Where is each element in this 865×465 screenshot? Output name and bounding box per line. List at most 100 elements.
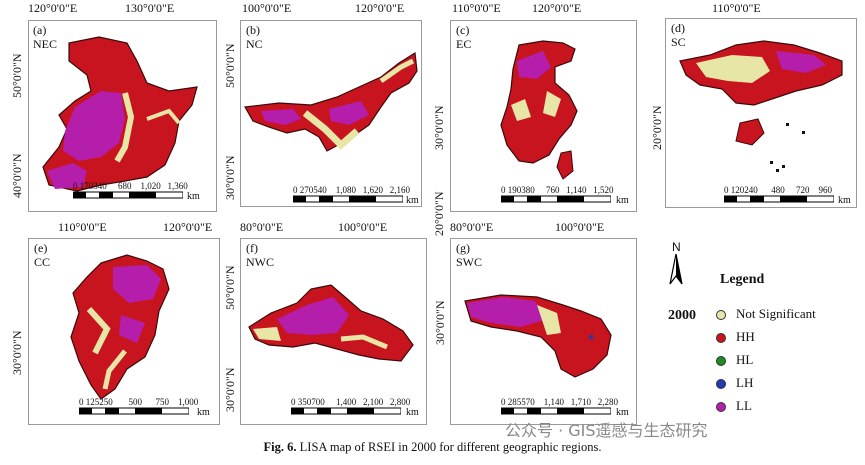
legend-item: HH (716, 329, 755, 345)
scale-tick: 0 (79, 397, 84, 407)
scale-tick: 750 (155, 397, 170, 407)
legend-title: Legend (720, 272, 765, 287)
scale-tick: 0 (724, 185, 729, 195)
lon-label-g1: 80°0'0"E (450, 220, 494, 234)
scale-tick: 1,710 (570, 397, 591, 407)
scale-tick: 480 (771, 185, 785, 195)
lat-label-a1: 50°0'0"N (10, 53, 24, 98)
scale-bar-nwc (291, 407, 401, 415)
scale-unit: km (406, 407, 419, 418)
scale-tick: 1,520 (593, 185, 614, 195)
lon-label-a2: 130°0'0"E (125, 1, 175, 15)
legend-label: HL (736, 352, 754, 367)
region-map-ec (500, 40, 578, 180)
region-map-nec (42, 36, 198, 192)
scale-tick: 1,140 (543, 397, 564, 407)
legend: N Legend 2000 Not Significant HH HL LH LL (660, 240, 860, 420)
scale-tick: 500 (128, 397, 143, 407)
lon-label-g2: 100°0'0"E (555, 220, 605, 234)
region-map-swc (464, 294, 612, 378)
scale-unit: km (197, 407, 210, 418)
legend-label: Not Significant (736, 306, 816, 321)
scale-tick: 960 (818, 185, 833, 195)
scale-tick: 190 (507, 185, 522, 195)
scale-tick: 0 (501, 397, 506, 407)
scale-tick: 170 (79, 181, 94, 191)
caption-label: Fig. 6. (263, 440, 297, 454)
panel-letter: (f) (246, 241, 258, 255)
scale-tick: 720 (796, 185, 810, 195)
legend-swatch-icon (716, 310, 726, 321)
region-name: SWC (456, 255, 483, 269)
map-panel-cc: (e) CC 0 125250 500 750 1,000 km (28, 238, 220, 425)
scale-tick: 680 (118, 181, 132, 191)
lat-label-c1: 30°0'0"N (432, 105, 446, 150)
scale-tick: 285 (507, 397, 522, 407)
legend-label: HH (736, 329, 755, 344)
scale-tick: 1,140 (566, 185, 587, 195)
region-map-nwc (248, 284, 414, 362)
map-panel-nc: (b) NC 0 270540 1,080 1,620 2,160 km (240, 20, 422, 207)
region-name: CC (34, 255, 51, 269)
region-name: NWC (246, 255, 274, 269)
scale-tick: 240 (744, 185, 758, 195)
scale-tick: 2,800 (390, 397, 411, 407)
scale-tick: 350 (297, 397, 312, 407)
lon-label-a1: 120°0'0"E (28, 1, 78, 15)
scale-tick: 760 (546, 185, 560, 195)
scale-unit: km (616, 407, 629, 418)
panel-letter: (e) (34, 241, 48, 255)
scale-tick: 1,000 (178, 397, 199, 407)
region-name: NEC (33, 37, 57, 51)
panel-letter: (d) (671, 21, 685, 35)
lon-label-f1: 80°0'0"E (240, 220, 284, 234)
region-name: NC (246, 37, 263, 51)
legend-item: Not Significant (716, 306, 816, 322)
lon-label-b2: 120°0'0"E (355, 1, 405, 15)
scale-tick: 1,360 (167, 181, 188, 191)
lon-label-f2: 100°0'0"E (338, 220, 388, 234)
scale-tick: 0 (291, 397, 296, 407)
scale-bar-sc (724, 195, 834, 203)
legend-swatch-icon (716, 356, 726, 367)
panel-letter: (g) (456, 241, 470, 255)
scale-tick: 540 (313, 185, 327, 195)
scale-bar-cc (79, 407, 189, 415)
lat-label-b2: 30°0'0"N (223, 155, 237, 200)
region-map-sc (679, 40, 843, 172)
scale-tick: 1,620 (362, 185, 383, 195)
watermark: 公众号 · GIS遥感与生态研究 (505, 421, 708, 440)
lat-label-g1: 30°0'0"N (433, 300, 447, 345)
legend-item: HL (716, 352, 753, 368)
scale-tick: 250 (99, 397, 113, 407)
scale-tick: 1,400 (336, 397, 357, 407)
scale-bar-ec (501, 195, 611, 203)
lat-label-d1: 20°0'0"N (650, 105, 664, 150)
map-panel-nwc: (f) NWC 0 350700 1,400 2,100 2,800 km (240, 238, 427, 425)
region-map-nc (244, 51, 418, 152)
map-panel-sc: (d) SC 0 120240 480 720 960 km (665, 18, 857, 208)
scale-tick: 125 (85, 397, 100, 407)
panel-letter: (a) (33, 23, 47, 37)
scale-tick: 2,280 (597, 397, 618, 407)
scale-tick: 0 (73, 181, 78, 191)
lon-label-b1: 100°0'0"E (242, 1, 292, 15)
lat-label-f2: 30°0'0"N (223, 367, 237, 412)
scale-tick: 1,020 (140, 181, 161, 191)
panel-letter: (c) (456, 23, 470, 37)
legend-year: 2000 (668, 308, 696, 323)
map-panel-ec: (c) EC 0 190380 760 1,140 1,520 km (450, 20, 637, 212)
scale-tick: 340 (93, 181, 107, 191)
lat-label-a2: 40°0'0"N (10, 153, 24, 198)
scale-tick: 2,100 (363, 397, 384, 407)
panel-letter: (b) (246, 23, 260, 37)
scale-unit: km (187, 191, 200, 202)
legend-item: LH (716, 375, 753, 391)
legend-swatch-icon (716, 379, 726, 390)
scale-tick: 380 (521, 185, 535, 195)
legend-label: LL (736, 398, 752, 413)
north-arrow-icon (669, 253, 683, 285)
region-name: SC (671, 35, 686, 49)
scale-tick: 0 (501, 185, 506, 195)
map-panel-nec: (a) NEC 0 170340 680 1,020 1,360 km (28, 20, 217, 212)
